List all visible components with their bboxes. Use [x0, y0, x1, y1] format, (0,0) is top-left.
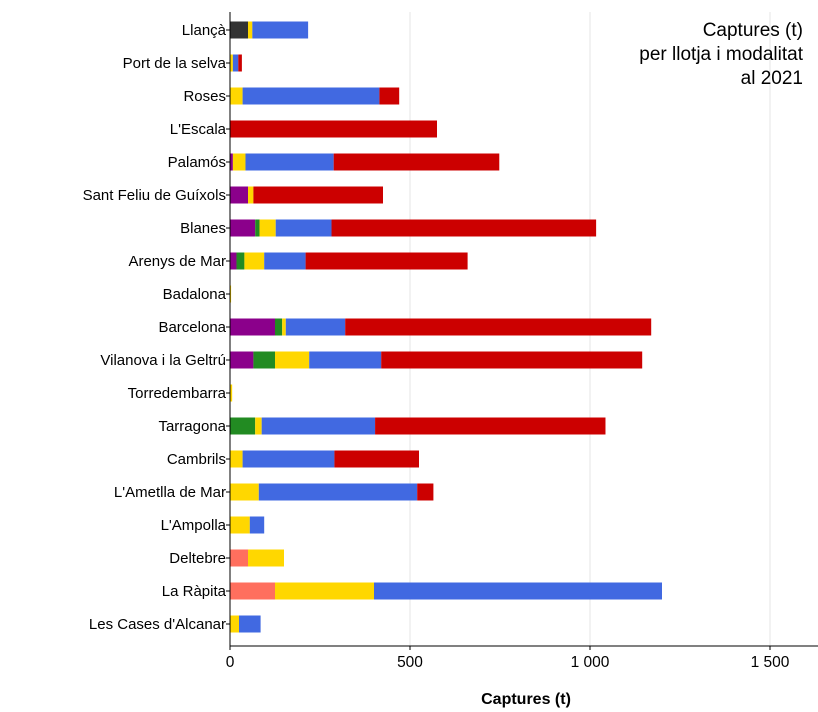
bar-segment-4-5 [245, 153, 334, 171]
bar-segment-4-2 [230, 153, 233, 171]
bar-segment-6-2 [230, 219, 256, 237]
category-label: Cambrils [167, 451, 226, 468]
bar-segment-10-4 [275, 351, 310, 369]
bar-layer [230, 21, 662, 633]
x-tick-label: 1 000 [571, 654, 610, 671]
category-label: Tarragona [158, 418, 226, 435]
bar-segment-1-4 [230, 54, 233, 72]
bar-segment-16-0 [230, 549, 248, 567]
category-label: Sant Feliu de Guíxols [83, 187, 226, 204]
bar-segment-14-6 [417, 483, 434, 501]
bar-segment-9-2 [230, 318, 275, 336]
category-label: Deltebre [169, 550, 226, 567]
bar-segment-5-6 [253, 186, 383, 204]
x-axis-title: Captures (t) [481, 691, 571, 708]
category-label: Barcelona [158, 319, 226, 336]
bar-segment-1-6 [238, 54, 242, 72]
bar-segment-17-5 [374, 582, 662, 600]
category-label: Vilanova i la Geltrú [100, 352, 226, 369]
x-tick-label: 1 500 [751, 654, 790, 671]
bar-segment-11-4 [230, 384, 233, 402]
bar-segment-12-3 [230, 417, 256, 435]
bar-segment-9-3 [275, 318, 283, 336]
bar-segment-3-6 [230, 120, 437, 138]
bar-segment-13-6 [334, 450, 419, 468]
x-tick-label: 500 [397, 654, 423, 671]
bar-segment-12-6 [375, 417, 606, 435]
bar-segment-2-6 [379, 87, 400, 105]
bar-segment-12-5 [261, 417, 376, 435]
bar-segment-13-4 [230, 450, 243, 468]
category-label: Les Cases d'Alcanar [89, 616, 226, 633]
category-label: La Ràpita [162, 583, 227, 600]
category-label: Port de la selva [123, 55, 227, 72]
category-label: Llançà [182, 22, 227, 39]
x-tick-label: 0 [226, 654, 235, 671]
bar-segment-9-6 [345, 318, 652, 336]
bar-segment-18-5 [239, 615, 261, 633]
bar-segment-1-5 [232, 54, 239, 72]
bar-segment-4-6 [333, 153, 500, 171]
category-labels: Llançà Port de la selva Roses L'Escala Palam… [83, 22, 230, 633]
category-label: Roses [183, 88, 226, 105]
bar-segment-16-4 [248, 549, 284, 567]
chart-title: Captures (t) per llotja i modalitat al 202… [639, 20, 803, 89]
bar-segment-2-5 [242, 87, 380, 105]
category-label: Arenys de Mar [128, 253, 226, 270]
bar-segment-6-4 [259, 219, 276, 237]
bar-segment-7-2 [230, 252, 237, 270]
bar-segment-10-2 [230, 351, 254, 369]
category-label: L'Ametlla de Mar [114, 484, 226, 501]
bar-segment-6-3 [255, 219, 260, 237]
bar-segment-15-5 [249, 516, 265, 534]
bar-segment-9-4 [282, 318, 286, 336]
bar-segment-5-4 [248, 186, 254, 204]
bar-segment-7-5 [264, 252, 306, 270]
bar-segment-17-4 [275, 582, 374, 600]
bar-segment-13-5 [242, 450, 335, 468]
bar-segment-14-5 [258, 483, 418, 501]
bar-segment-6-6 [331, 219, 597, 237]
bar-segment-4-4 [232, 153, 246, 171]
bar-segment-0-4 [248, 21, 253, 39]
bar-segment-8-4 [230, 285, 232, 303]
bar-segment-15-4 [230, 516, 250, 534]
bar-segment-10-6 [381, 351, 643, 369]
bar-segment-10-5 [309, 351, 382, 369]
bar-segment-0-5 [252, 21, 309, 39]
bar-segment-7-6 [305, 252, 468, 270]
category-label: Blanes [180, 220, 226, 237]
bar-segment-5-2 [230, 186, 248, 204]
bar-segment-6-5 [275, 219, 332, 237]
category-label: L'Escala [170, 121, 227, 138]
bar-segment-2-4 [230, 87, 243, 105]
bar-segment-0-1 [230, 21, 248, 39]
chart-title-line: al 2021 [741, 68, 803, 89]
category-label: L'Ampolla [161, 517, 227, 534]
bar-segment-7-3 [236, 252, 245, 270]
category-label: Palamós [168, 154, 226, 171]
bar-segment-9-5 [285, 318, 346, 336]
category-label: Badalona [163, 286, 227, 303]
chart-title-line: per llotja i modalitat [639, 44, 803, 65]
bar-segment-12-4 [255, 417, 262, 435]
bar-segment-10-3 [253, 351, 275, 369]
bar-segment-14-4 [230, 483, 259, 501]
bar-segment-7-4 [244, 252, 265, 270]
bar-segment-18-4 [230, 615, 239, 633]
chart-title-line: Captures (t) [703, 20, 803, 41]
category-label: Torredembarra [128, 385, 227, 402]
bar-segment-17-0 [230, 582, 275, 600]
